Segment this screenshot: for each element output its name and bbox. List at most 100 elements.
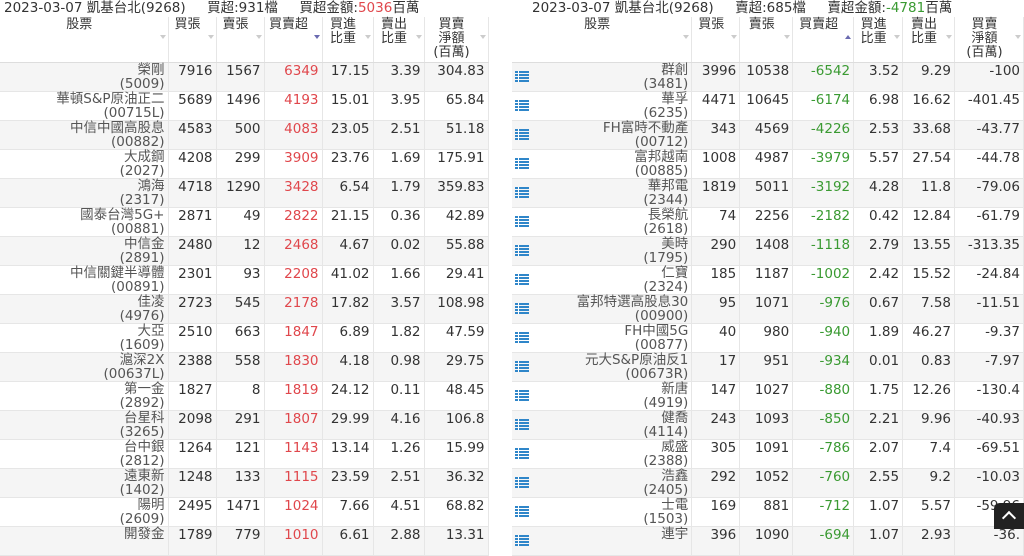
stock-cell[interactable]: 陽明 (2609) xyxy=(0,497,169,527)
stock-cell[interactable]: 美時 (1795) xyxy=(512,236,693,266)
stock-cell[interactable]: 連宇 xyxy=(512,526,693,556)
stock-cell[interactable]: 健喬 (4114) xyxy=(512,410,693,440)
stock-cell[interactable]: 華邦電 (2344) xyxy=(512,178,693,208)
stock-cell[interactable]: FH富時不動產 (00712) xyxy=(512,120,693,150)
column-header-sell-lots[interactable]: 賣張 xyxy=(739,17,794,63)
stock-cell[interactable]: 大亞 (1609) xyxy=(0,323,169,353)
stock-cell[interactable]: 元大S&P原油反1 (00673R) xyxy=(512,352,693,382)
column-header-sell-ratio[interactable]: 賣出 比重 xyxy=(373,17,425,63)
scroll-to-top-button[interactable] xyxy=(994,503,1024,529)
table-row[interactable]: 仁寶 (2324) 185 1187 -1002 2.42 15.52 -24.84 xyxy=(512,265,1024,295)
column-header-buy-ratio[interactable]: 買進 比重 xyxy=(322,17,374,63)
table-row[interactable]: 富邦特選高股息30 (00900) 95 1071 -976 0.67 7.58 -11.51 xyxy=(512,294,1024,324)
stock-cell[interactable]: 仁寶 (2324) xyxy=(512,265,693,295)
list-icon[interactable] xyxy=(515,419,529,430)
table-row[interactable]: 中信中國高股息 (00882) 4583 500 4083 23.05 2.51 51.18 xyxy=(0,120,489,150)
stock-cell[interactable]: 富邦越南 (00885) xyxy=(512,149,693,179)
list-icon[interactable] xyxy=(515,158,529,169)
stock-cell[interactable]: 群創 (3481) xyxy=(512,62,693,92)
list-icon[interactable] xyxy=(515,71,529,82)
table-row[interactable]: 中信關鍵半導體 (00891) 2301 93 2208 41.02 1.66 29.41 xyxy=(0,265,489,295)
table-row[interactable]: FH富時不動產 (00712) 343 4569 -4226 2.53 33.68 -43.7… xyxy=(512,120,1024,150)
stock-cell[interactable]: 台星科 (3265) xyxy=(0,410,169,440)
list-icon[interactable] xyxy=(515,332,529,343)
list-icon[interactable] xyxy=(515,187,529,198)
column-header-buy-lots[interactable]: 買張 xyxy=(691,17,741,63)
list-icon[interactable] xyxy=(515,245,529,256)
list-icon[interactable] xyxy=(515,535,529,546)
table-row[interactable]: 浩鑫 (2405) 292 1052 -760 2.55 9.2 -10.03 xyxy=(512,468,1024,498)
stock-cell[interactable]: 台中銀 (2812) xyxy=(0,439,169,469)
stock-cell[interactable]: 滬深2X (00637L) xyxy=(0,352,169,382)
list-icon[interactable] xyxy=(515,477,529,488)
table-row[interactable]: 榮剛 (5009) 7916 1567 6349 17.15 3.39 304.83 xyxy=(0,62,489,92)
table-row[interactable]: 長榮航 (2618) 74 2256 -2182 0.42 12.84 -61.79 xyxy=(512,207,1024,237)
stock-cell[interactable]: 遠東新 (1402) xyxy=(0,468,169,498)
column-header-sell-lots[interactable]: 賣張 xyxy=(216,17,265,63)
table-row[interactable]: 遠東新 (1402) 1248 133 1115 23.59 2.51 36.32 xyxy=(0,468,489,498)
stock-cell[interactable]: 中信中國高股息 (00882) xyxy=(0,120,169,150)
table-row[interactable]: 台中銀 (2812) 1264 121 1143 13.14 1.26 15.99 xyxy=(0,439,489,469)
table-row[interactable]: 元大S&P原油反1 (00673R) 17 951 -934 0.01 0.83 -7.97 xyxy=(512,352,1024,382)
table-row[interactable]: 滬深2X (00637L) 2388 558 1830 4.18 0.98 29.75 xyxy=(0,352,489,382)
table-row[interactable]: 陽明 (2609) 2495 1471 1024 7.66 4.51 68.82 xyxy=(0,497,489,527)
stock-cell[interactable]: 華孚 (6235) xyxy=(512,91,693,121)
stock-cell[interactable]: 中信關鍵半導體 (00891) xyxy=(0,265,169,295)
table-row[interactable]: 鴻海 (2317) 4718 1290 3428 6.54 1.79 359.83 xyxy=(0,178,489,208)
stock-cell[interactable]: 長榮航 (2618) xyxy=(512,207,693,237)
table-row[interactable]: 連宇 396 1090 -694 1.07 2.93 -36. xyxy=(512,526,1024,556)
stock-cell[interactable]: 榮剛 (5009) xyxy=(0,62,169,92)
table-row[interactable]: 大成鋼 (2027) 4208 299 3909 23.76 1.69 175.91 xyxy=(0,149,489,179)
stock-cell[interactable]: 第一金 (2892) xyxy=(0,381,169,411)
table-row[interactable]: 開發金 1789 779 1010 6.61 2.88 13.31 xyxy=(0,526,489,556)
table-row[interactable]: 國泰台灣5G+ (00881) 2871 49 2822 21.15 0.36 42.89 xyxy=(0,207,489,237)
column-header-buy-lots[interactable]: 買張 xyxy=(168,17,217,63)
list-icon[interactable] xyxy=(515,448,529,459)
table-row[interactable]: 新唐 (4919) 147 1027 -880 1.75 12.26 -130.4 xyxy=(512,381,1024,411)
table-row[interactable]: FH中國5G (00877) 40 980 -940 1.89 46.27 -9.37 xyxy=(512,323,1024,353)
stock-cell[interactable]: 鴻海 (2317) xyxy=(0,178,169,208)
list-icon[interactable] xyxy=(515,361,529,372)
table-row[interactable]: 富邦越南 (00885) 1008 4987 -3979 5.57 27.54 -44.78 xyxy=(512,149,1024,179)
stock-cell[interactable]: 威盛 (2388) xyxy=(512,439,693,469)
stock-cell[interactable]: 中信金 (2891) xyxy=(0,236,169,266)
table-row[interactable]: 華邦電 (2344) 1819 5011 -3192 4.28 11.8 -79.06 xyxy=(512,178,1024,208)
list-icon[interactable] xyxy=(515,216,529,227)
column-header-net-amount[interactable]: 買賣 淨額 (百萬) xyxy=(424,17,489,63)
stock-cell[interactable]: 佳凌 (4976) xyxy=(0,294,169,324)
stock-cell[interactable]: 大成鋼 (2027) xyxy=(0,149,169,179)
stock-cell[interactable]: 新唐 (4919) xyxy=(512,381,693,411)
table-row[interactable]: 華頓S&P原油正二 (00715L) 5689 1496 4193 15.01 3.95 65… xyxy=(0,91,489,121)
list-icon[interactable] xyxy=(515,129,529,140)
table-row[interactable]: 群創 (3481) 3996 10538 -6542 3.52 9.29 -100 xyxy=(512,62,1024,92)
list-icon[interactable] xyxy=(515,390,529,401)
column-header-net-amount[interactable]: 買賣 淨額 (百萬) xyxy=(954,17,1024,63)
column-header-net-lots[interactable]: 買賣超 xyxy=(264,17,323,63)
stock-cell[interactable]: FH中國5G (00877) xyxy=(512,323,693,353)
list-icon[interactable] xyxy=(515,274,529,285)
stock-cell[interactable]: 國泰台灣5G+ (00881) xyxy=(0,207,169,237)
table-row[interactable]: 台星科 (3265) 2098 291 1807 29.99 4.16 106.8 xyxy=(0,410,489,440)
column-header-stock[interactable]: 股票 xyxy=(512,17,693,63)
stock-cell[interactable]: 士電 (1503) xyxy=(512,497,693,527)
table-row[interactable]: 佳凌 (4976) 2723 545 2178 17.82 3.57 108.98 xyxy=(0,294,489,324)
column-header-sell-ratio[interactable]: 賣出 比重 xyxy=(902,17,955,63)
list-icon[interactable] xyxy=(515,100,529,111)
table-row[interactable]: 大亞 (1609) 2510 663 1847 6.89 1.82 47.59 xyxy=(0,323,489,353)
table-row[interactable]: 美時 (1795) 290 1408 -1118 2.79 13.55 -313.35 xyxy=(512,236,1024,266)
list-icon[interactable] xyxy=(515,506,529,517)
column-header-net-lots[interactable]: 買賣超 xyxy=(792,17,855,63)
table-row[interactable]: 威盛 (2388) 305 1091 -786 2.07 7.4 -69.51 xyxy=(512,439,1024,469)
stock-cell[interactable]: 華頓S&P原油正二 (00715L) xyxy=(0,91,169,121)
stock-cell[interactable]: 富邦特選高股息30 (00900) xyxy=(512,294,693,324)
list-icon[interactable] xyxy=(515,303,529,314)
table-row[interactable]: 中信金 (2891) 2480 12 2468 4.67 0.02 55.88 xyxy=(0,236,489,266)
stock-cell[interactable]: 開發金 xyxy=(0,526,169,556)
stock-cell[interactable]: 浩鑫 (2405) xyxy=(512,468,693,498)
column-header-stock[interactable]: 股票 xyxy=(0,17,169,63)
table-row[interactable]: 健喬 (4114) 243 1093 -850 2.21 9.96 -40.93 xyxy=(512,410,1024,440)
column-header-buy-ratio[interactable]: 買進 比重 xyxy=(853,17,904,63)
table-row[interactable]: 華孚 (6235) 4471 10645 -6174 6.98 16.62 -401.45 xyxy=(512,91,1024,121)
table-row[interactable]: 第一金 (2892) 1827 8 1819 24.12 0.11 48.45 xyxy=(0,381,489,411)
